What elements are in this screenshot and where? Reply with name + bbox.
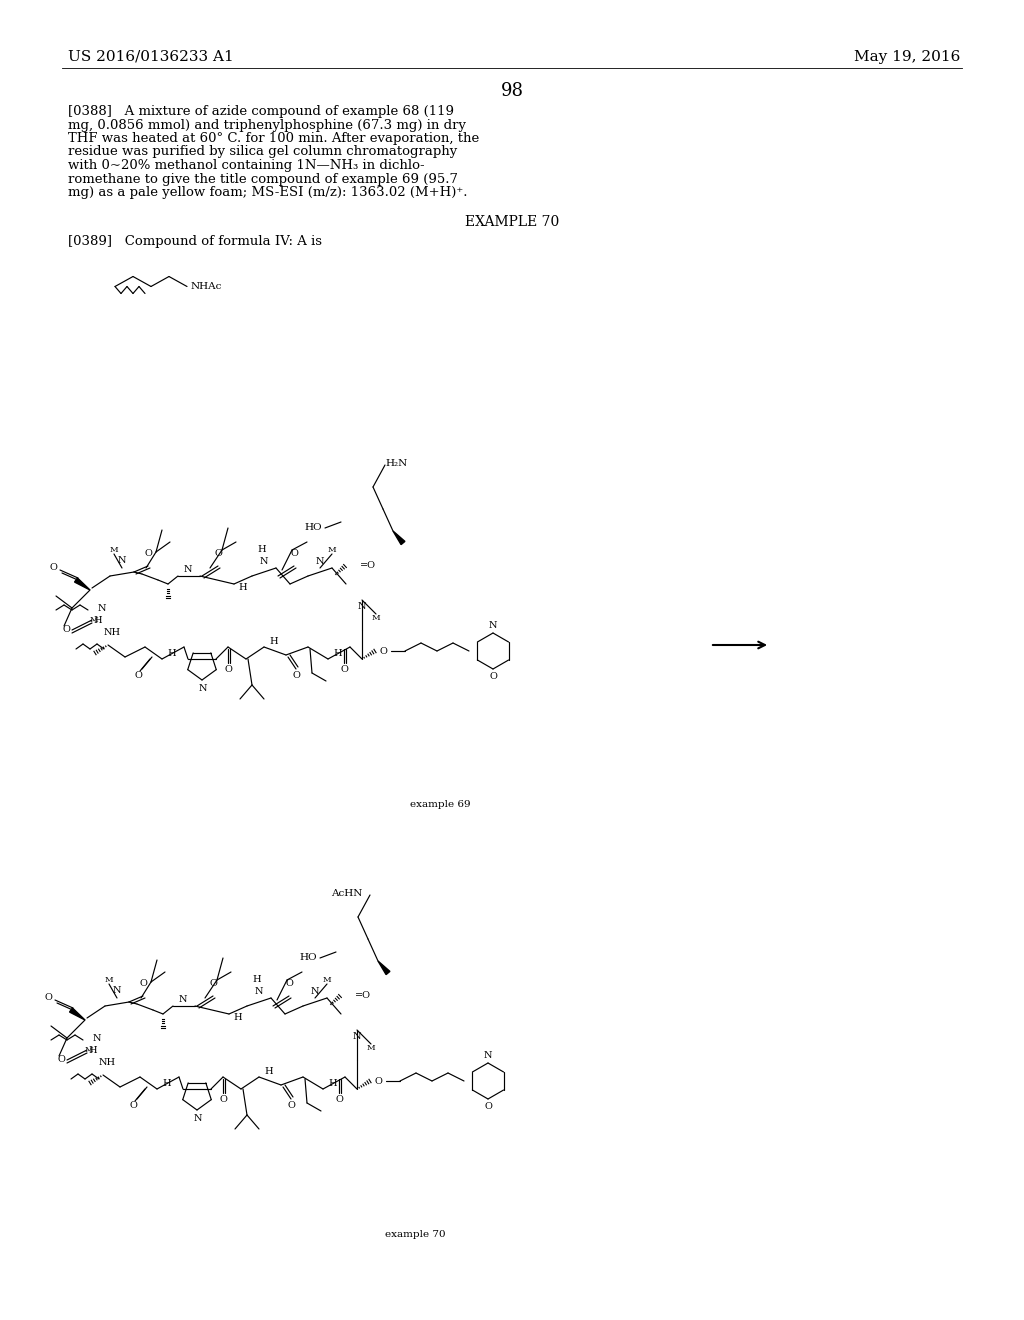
Text: H₂N: H₂N xyxy=(385,458,408,467)
Text: N: N xyxy=(92,1034,101,1043)
Text: O: O xyxy=(374,1077,382,1085)
Text: O: O xyxy=(49,564,57,573)
Text: N: N xyxy=(488,620,498,630)
Text: N: N xyxy=(113,986,121,995)
Text: O: O xyxy=(290,549,298,558)
Text: mg) as a pale yellow foam; MS-ESI (m/z): 1363.02 (M+H)⁺.: mg) as a pale yellow foam; MS-ESI (m/z):… xyxy=(68,186,468,199)
Text: NH: NH xyxy=(98,1059,116,1067)
Polygon shape xyxy=(75,578,90,590)
Text: =O: =O xyxy=(360,561,376,569)
Text: N: N xyxy=(483,1051,493,1060)
Text: O: O xyxy=(484,1102,492,1111)
Text: N: N xyxy=(183,565,193,574)
Text: O: O xyxy=(44,994,52,1002)
Text: O: O xyxy=(287,1101,295,1110)
Text: example 70: example 70 xyxy=(385,1230,445,1239)
Text: H: H xyxy=(168,648,176,657)
Text: N: N xyxy=(357,602,367,611)
Text: H: H xyxy=(264,1067,273,1076)
Text: EXAMPLE 70: EXAMPLE 70 xyxy=(465,215,559,230)
Text: O: O xyxy=(335,1096,343,1104)
Text: US 2016/0136233 A1: US 2016/0136233 A1 xyxy=(68,50,233,63)
Text: HO: HO xyxy=(304,524,322,532)
Text: O: O xyxy=(62,626,70,635)
Polygon shape xyxy=(70,1008,85,1020)
Text: M: M xyxy=(85,1045,93,1053)
Text: O: O xyxy=(219,1096,227,1104)
Text: H: H xyxy=(93,616,102,624)
Text: M: M xyxy=(367,1044,376,1052)
Text: M: M xyxy=(372,614,380,622)
Text: [0389]   Compound of formula IV: A is: [0389] Compound of formula IV: A is xyxy=(68,235,322,248)
Polygon shape xyxy=(393,531,404,545)
Text: M: M xyxy=(323,975,332,983)
Text: O: O xyxy=(292,671,300,680)
Text: M: M xyxy=(90,616,98,624)
Polygon shape xyxy=(378,961,390,974)
Text: O: O xyxy=(129,1101,137,1110)
Text: M: M xyxy=(328,546,336,554)
Text: O: O xyxy=(489,672,497,681)
Text: HO: HO xyxy=(299,953,317,962)
Text: O: O xyxy=(134,671,142,680)
Text: O: O xyxy=(144,549,152,558)
Text: romethane to give the title compound of example 69 (95.7: romethane to give the title compound of … xyxy=(68,173,458,186)
Text: O: O xyxy=(285,979,293,987)
Text: N: N xyxy=(255,987,263,997)
Text: May 19, 2016: May 19, 2016 xyxy=(854,50,961,63)
Text: N: N xyxy=(194,1114,203,1123)
Text: M: M xyxy=(110,546,119,554)
Text: M: M xyxy=(104,975,114,983)
Text: O: O xyxy=(214,549,222,558)
Text: O: O xyxy=(209,979,217,987)
Text: H: H xyxy=(233,1014,242,1023)
Text: H: H xyxy=(269,636,279,645)
Text: [0388]   A mixture of azide compound of example 68 (119: [0388] A mixture of azide compound of ex… xyxy=(68,106,454,117)
Text: O: O xyxy=(379,647,387,656)
Text: example 69: example 69 xyxy=(410,800,470,809)
Text: H: H xyxy=(329,1078,337,1088)
Text: H: H xyxy=(238,583,247,593)
Text: O: O xyxy=(340,665,348,675)
Text: O: O xyxy=(139,979,146,987)
Text: residue was purified by silica gel column chromatography: residue was purified by silica gel colum… xyxy=(68,145,458,158)
Text: NHAc: NHAc xyxy=(191,282,222,290)
Text: 98: 98 xyxy=(501,82,523,100)
Text: N: N xyxy=(315,557,325,566)
Text: N: N xyxy=(97,605,106,612)
Text: H: H xyxy=(89,1045,97,1055)
Text: =O: =O xyxy=(355,990,371,999)
Text: with 0~20% methanol containing 1N—NH₃ in dichlo-: with 0~20% methanol containing 1N—NH₃ in… xyxy=(68,158,425,172)
Text: H: H xyxy=(258,545,266,554)
Text: O: O xyxy=(57,1056,65,1064)
Text: AcHN: AcHN xyxy=(331,888,362,898)
Text: THF was heated at 60° C. for 100 min. After evaporation, the: THF was heated at 60° C. for 100 min. Af… xyxy=(68,132,479,145)
Text: N: N xyxy=(118,556,126,565)
Text: mg, 0.0856 mmol) and triphenylphosphine (67.3 mg) in dry: mg, 0.0856 mmol) and triphenylphosphine … xyxy=(68,119,466,132)
Text: H: H xyxy=(163,1078,171,1088)
Text: H: H xyxy=(334,648,342,657)
Text: NH: NH xyxy=(103,628,121,638)
Text: O: O xyxy=(224,665,232,675)
Text: N: N xyxy=(310,987,319,997)
Text: N: N xyxy=(199,684,207,693)
Text: H: H xyxy=(253,975,261,983)
Text: N: N xyxy=(260,557,268,566)
Text: N: N xyxy=(352,1032,361,1041)
Text: N: N xyxy=(179,995,187,1005)
